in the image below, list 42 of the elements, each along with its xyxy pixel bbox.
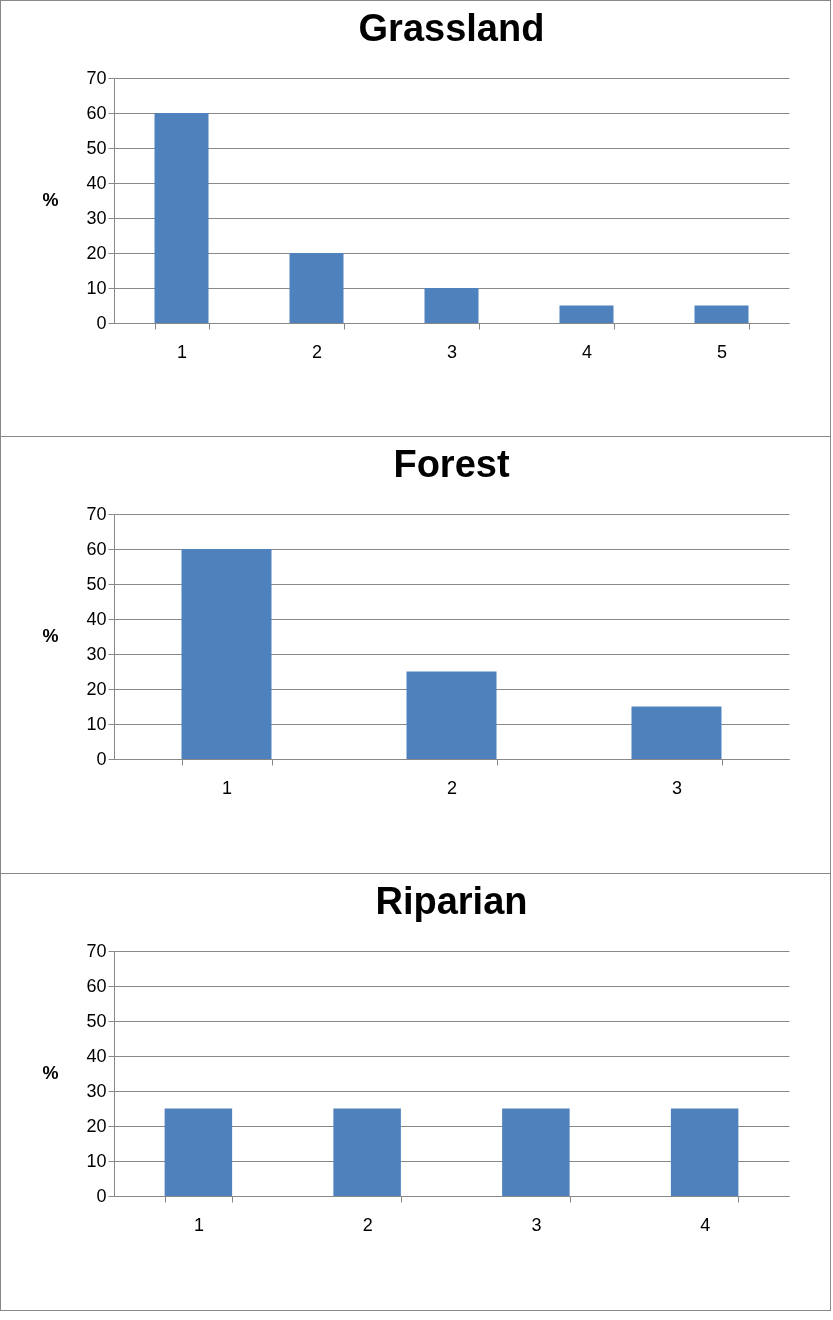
x-tick-label: 1 <box>193 1214 204 1235</box>
x-tick-label: 1 <box>221 777 233 798</box>
y-tick-label: 0 <box>96 1185 107 1206</box>
y-tick-label: 60 <box>86 102 107 123</box>
chart-title: Forest <box>393 443 510 485</box>
y-tick-label: 60 <box>86 538 107 559</box>
y-tick-label: 70 <box>86 940 107 961</box>
x-tick-label: 4 <box>581 341 593 362</box>
y-tick-label: 40 <box>86 1045 107 1066</box>
y-tick-label: 20 <box>86 242 107 263</box>
y-tick-label: 50 <box>86 1010 107 1031</box>
x-tick-label: 5 <box>716 341 728 362</box>
x-tick-label: 2 <box>362 1214 373 1235</box>
y-tick-label: 0 <box>96 748 107 769</box>
x-tick-label: 3 <box>531 1214 542 1235</box>
y-tick-label: 50 <box>86 573 107 594</box>
y-tick-label: 70 <box>86 503 107 524</box>
y-tick-label: 0 <box>96 312 107 333</box>
x-tick-label: 4 <box>700 1214 711 1235</box>
y-tick-label: 30 <box>86 207 107 228</box>
y-tick-label: 60 <box>86 975 107 996</box>
y-axis-title: % <box>42 190 59 210</box>
y-tick-label: 10 <box>86 277 107 298</box>
x-tick-label: 1 <box>176 341 188 362</box>
y-tick-label: 10 <box>86 1150 107 1171</box>
y-tick-label: 30 <box>86 1080 107 1101</box>
y-tick-label: 10 <box>86 713 107 734</box>
y-tick-label: 40 <box>86 172 107 193</box>
y-tick-label: 40 <box>86 608 107 629</box>
y-tick-label: 20 <box>86 678 107 699</box>
y-axis-title: % <box>42 626 59 646</box>
chart-title: Grassland <box>358 7 545 49</box>
y-tick-label: 50 <box>86 137 107 158</box>
y-tick-label: 70 <box>86 67 107 88</box>
y-tick-label: 20 <box>86 1115 107 1136</box>
chart-title: Riparian <box>375 880 528 922</box>
x-tick-label: 2 <box>446 777 458 798</box>
x-tick-label: 3 <box>671 777 683 798</box>
x-tick-label: 3 <box>446 341 458 362</box>
x-tick-label: 2 <box>311 341 323 362</box>
y-tick-label: 30 <box>86 643 107 664</box>
y-axis-title: % <box>42 1063 59 1083</box>
